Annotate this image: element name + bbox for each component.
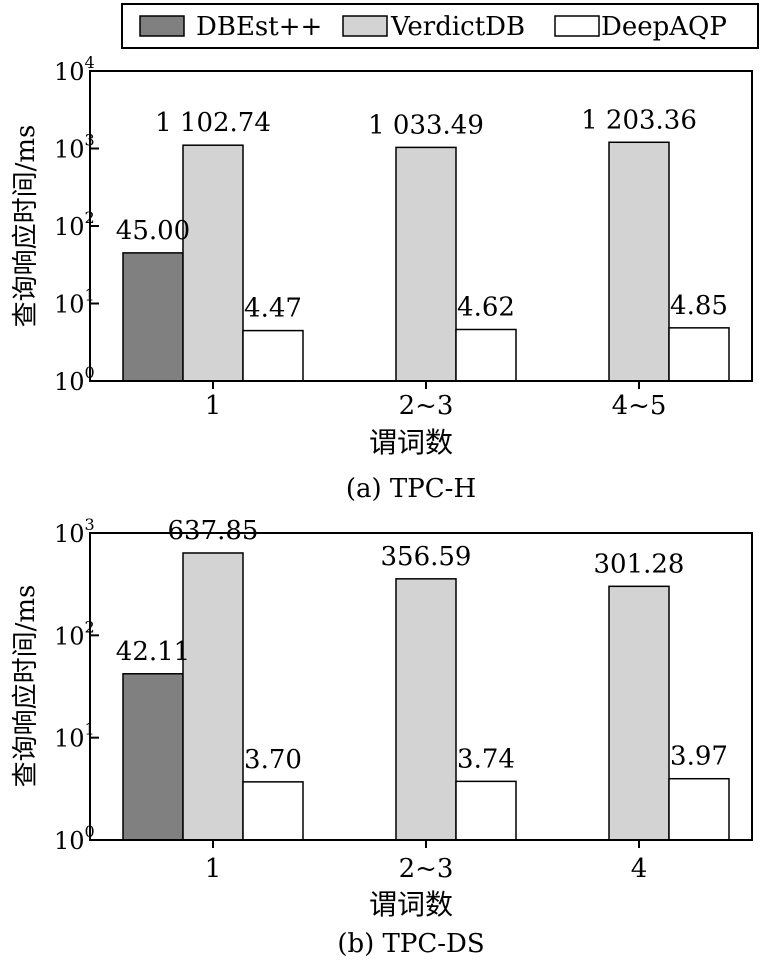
bar-deepaqp-2 [455,780,517,841]
data-label: 301.28 [594,549,685,579]
bar-deepaqp-2 [455,328,517,382]
y-tick-base: 10 [54,725,85,753]
y-tick-label: 100 [54,363,95,396]
bar-verdictdb-1 [182,552,244,841]
y-axis-label: 查询响应时间/ms [11,585,41,788]
y-tick-label: 101 [54,286,95,319]
y-tick-base: 10 [54,58,85,86]
y-tick-exponent: 1 [85,286,95,305]
bar-verdictdb-3 [608,141,670,382]
bar-deepaqp-3 [668,327,730,382]
data-label: 3.97 [670,742,728,772]
legend-label-verdictdb: VerdictDB [390,12,525,42]
bar-verdictdb-1 [182,144,244,382]
y-tick-base: 10 [54,622,85,650]
bar-dbest-1 [122,673,184,841]
x-tick-label: 4 [631,854,648,884]
data-label: 3.70 [244,745,302,775]
data-label: 45.00 [116,216,190,246]
x-tick-label: 1 [205,854,222,884]
y-tick-label: 103 [54,515,95,548]
y-tick-exponent: 0 [85,363,95,382]
y-tick-label: 103 [54,131,95,164]
data-label: 3.74 [457,744,515,774]
data-label: 1 102.74 [155,108,271,138]
legend-swatch-dbest [139,15,185,37]
data-label: 4.62 [457,292,515,322]
y-tick-label: 102 [54,208,95,241]
data-label: 4.85 [670,291,728,321]
bar-verdictdb-2 [395,578,457,841]
y-tick-exponent: 3 [85,131,95,150]
x-tick-label: 4~5 [612,391,667,421]
bar-verdictdb-2 [395,146,457,382]
legend-swatch-verdictdb [342,15,388,37]
bar-deepaqp-1 [242,329,304,382]
data-label: 356.59 [381,542,472,572]
y-tick-exponent: 0 [85,822,95,841]
x-axis-label: 谓词数 [369,426,453,459]
y-tick-base: 10 [54,136,85,164]
y-tick-exponent: 1 [85,720,95,739]
y-tick-base: 10 [54,213,85,241]
x-tick-label: 1 [205,391,222,421]
legend-label-dbest: DBEst++ [196,12,322,42]
data-label: 4.47 [244,294,302,324]
y-tick-label: 102 [54,617,95,650]
y-tick-base: 10 [54,368,85,396]
y-tick-label: 100 [54,822,95,855]
legend-label-deepaqp: DeepAQP [601,12,727,42]
chart-caption: (b) TPC-DS [337,929,484,959]
x-tick-label: 2~3 [399,854,454,884]
y-tick-base: 10 [54,520,85,548]
bar-deepaqp-3 [668,777,730,841]
chart-panel-a: 45.00 1 102.74 1 033.49 1 203.36 4.47 4.62 4.8… [11,53,753,504]
legend-frame [121,3,759,49]
legend-swatch-deepaqp [554,15,600,37]
y-axis-label: 查询响应时间/ms [11,125,41,328]
legend: DBEst++ VerdictDB DeepAQP [121,3,759,49]
y-tick-exponent: 3 [85,515,95,534]
y-tick-exponent: 2 [85,617,95,636]
data-label: 42.11 [116,637,190,667]
y-tick-base: 10 [54,291,85,319]
data-label: 1 203.36 [581,105,697,135]
y-tick-exponent: 2 [85,208,95,227]
data-label: 1 033.49 [368,110,484,140]
y-tick-exponent: 4 [85,53,95,72]
y-tick-label: 101 [54,720,95,753]
x-axis-label: 谓词数 [369,888,453,921]
bar-deepaqp-1 [242,781,304,841]
data-label: 637.85 [168,516,259,546]
chart-caption: (a) TPC-H [346,474,476,504]
bar-verdictdb-3 [608,585,670,841]
x-tick-label: 2~3 [399,391,454,421]
plot-frame [89,532,753,841]
bar-dbest-1 [122,252,184,382]
y-tick-base: 10 [54,827,85,855]
chart-panels: 45.00 1 102.74 1 033.49 1 203.36 4.47 4.62 4.8… [11,53,753,959]
y-tick-label: 104 [54,53,95,86]
